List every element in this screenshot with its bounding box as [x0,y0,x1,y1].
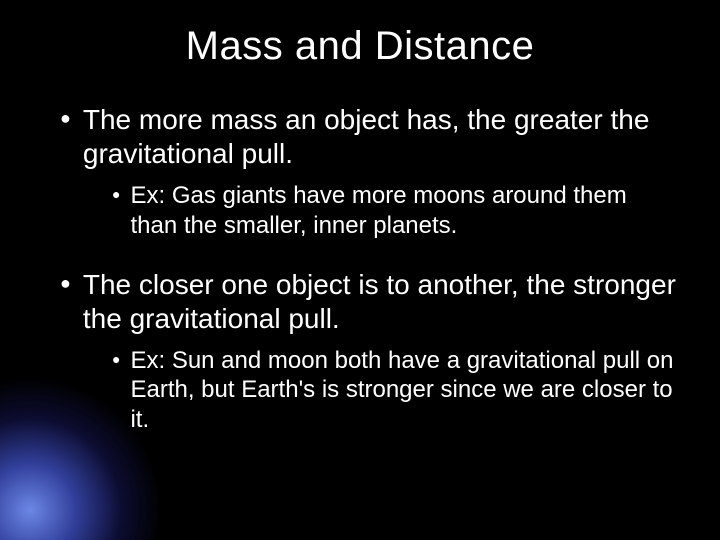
sub-bullet-2: ● Ex: Sun and moon both have a gravitati… [40,346,680,434]
bullet-icon: ● [60,103,71,133]
bullet-point-1: ● The more mass an object has, the great… [40,103,680,171]
bullet-icon: ● [112,181,120,207]
sub-bullet-text: Ex: Gas giants have more moons around th… [130,181,680,240]
slide-container: Mass and Distance ● The more mass an obj… [0,0,720,540]
sub-bullet-text: Ex: Sun and moon both have a gravitation… [130,346,680,434]
bullet-text: The more mass an object has, the greater… [83,103,680,171]
bullet-text: The closer one object is to another, the… [83,268,680,336]
sub-bullet-1: ● Ex: Gas giants have more moons around … [40,181,680,240]
bullet-icon: ● [60,268,71,298]
slide-title: Mass and Distance [40,24,680,69]
bullet-point-2: ● The closer one object is to another, t… [40,268,680,336]
bullet-icon: ● [112,346,120,372]
